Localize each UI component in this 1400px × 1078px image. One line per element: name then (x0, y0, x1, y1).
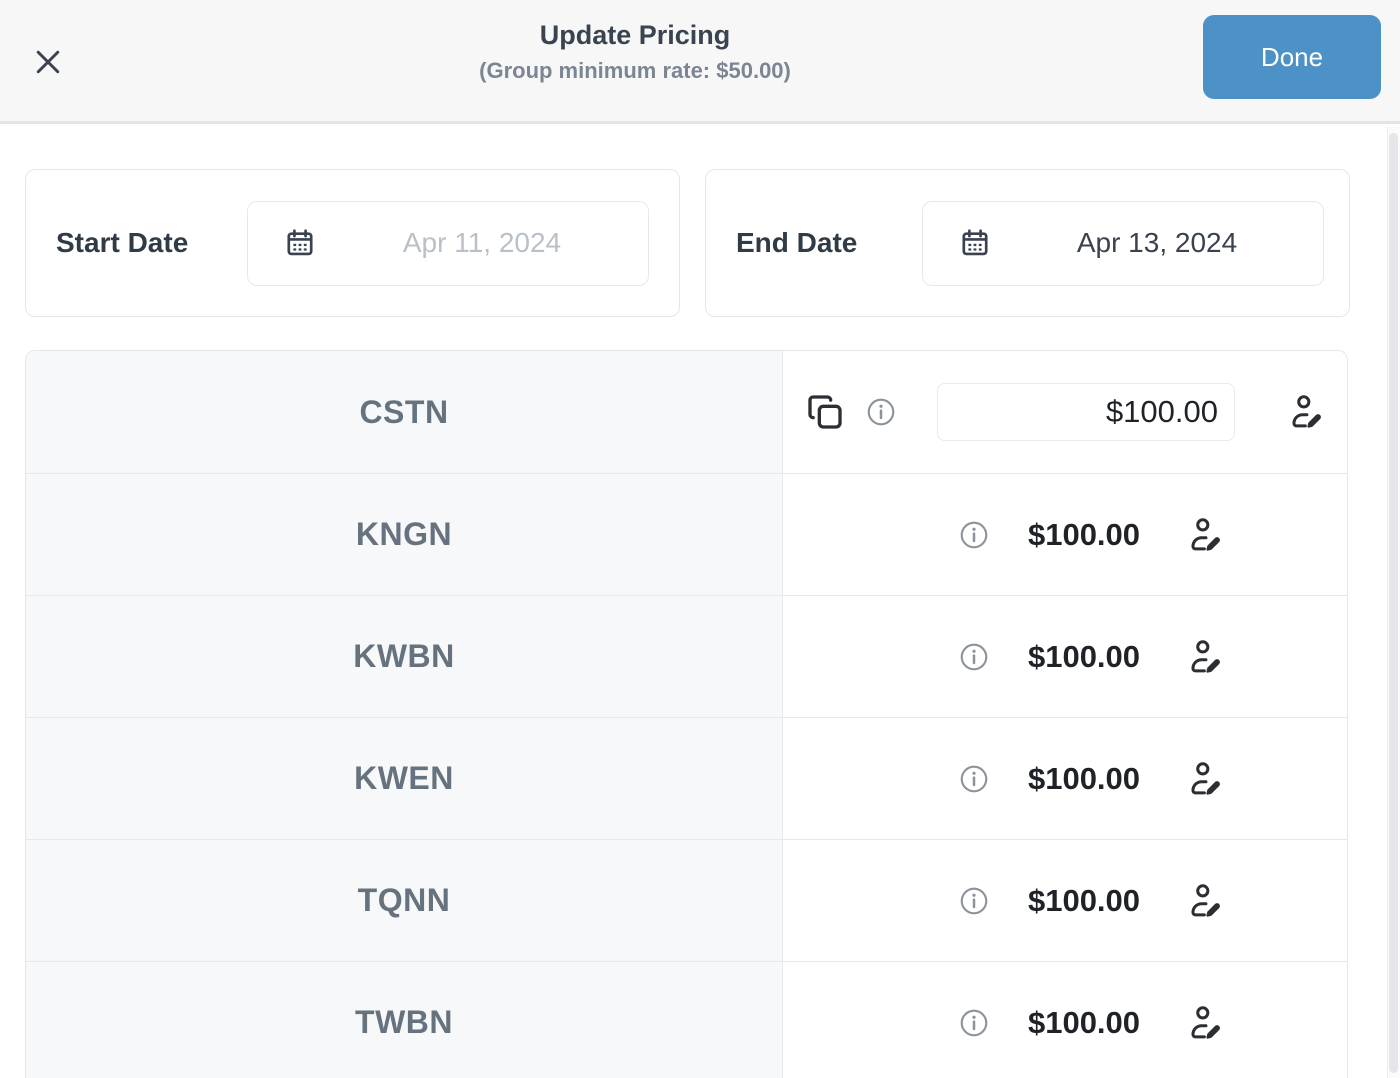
price-value: $100.00 (1027, 760, 1141, 796)
page-title: Update Pricing (539, 20, 731, 50)
pricing-table-body: CSTN (26, 351, 1347, 1078)
user-edit-icon[interactable] (1186, 638, 1224, 676)
price-value: $100.00 (1027, 882, 1141, 918)
price-input[interactable] (937, 383, 1235, 441)
room-code-cell: TWBN (26, 962, 783, 1078)
info-icon[interactable] (958, 763, 990, 795)
room-code-cell: TQNN (26, 840, 783, 961)
price-cell: $100.00 (809, 718, 1347, 839)
info-icon[interactable] (958, 885, 990, 917)
price-value: $100.00 (1027, 1004, 1141, 1040)
price-cell: $100.00 (809, 474, 1347, 595)
group-minimum-rate-note: (Group minimum rate: $50.00) (479, 58, 791, 83)
dialog-title-block: Update Pricing (Group minimum rate: $50.… (0, 17, 1270, 86)
end-date-field: End Date (705, 169, 1350, 317)
user-edit-icon[interactable] (1186, 882, 1224, 920)
info-icon[interactable] (958, 519, 990, 551)
user-edit-icon[interactable] (1186, 760, 1224, 798)
room-code-cell: KWEN (26, 718, 783, 839)
dialog-header: Update Pricing (Group minimum rate: $50.… (0, 0, 1400, 124)
end-date-value[interactable] (991, 201, 1323, 285)
price-cell: $100.00 (809, 840, 1347, 961)
price-cell (783, 351, 1347, 473)
close-button[interactable] (26, 40, 70, 84)
table-row: CSTN (26, 351, 1347, 473)
calendar-icon (962, 229, 988, 256)
end-date-input[interactable] (922, 200, 1324, 286)
table-row: KWBN $100.00 (26, 595, 1347, 717)
table-row: KWEN $100.00 (26, 717, 1347, 839)
vertical-scrollbar[interactable] (1387, 127, 1400, 1078)
table-row: KNGN $100.00 (26, 473, 1347, 595)
info-icon[interactable] (958, 1007, 990, 1039)
room-code-cell: KNGN (26, 474, 783, 595)
table-row: TWBN $100.00 (26, 961, 1347, 1078)
copy-icon[interactable] (805, 392, 845, 432)
start-date-label: Start Date (56, 227, 189, 258)
room-code-label: TWBN (355, 1004, 453, 1040)
pricing-table: CSTN (25, 350, 1348, 1078)
info-icon[interactable] (958, 641, 990, 673)
user-edit-icon[interactable] (1287, 393, 1325, 431)
close-icon (36, 50, 60, 74)
price-value: $100.00 (1027, 516, 1141, 552)
done-button[interactable]: Done (1203, 15, 1381, 99)
start-date-field: Start Date (25, 169, 680, 317)
user-edit-icon[interactable] (1186, 516, 1224, 554)
info-icon[interactable] (865, 396, 897, 428)
room-code-label: KWBN (353, 638, 455, 674)
room-code-label: KWEN (354, 760, 454, 796)
start-date-input[interactable] (247, 200, 649, 286)
room-code-cell: CSTN (26, 351, 783, 473)
price-cell: $100.00 (809, 596, 1347, 717)
start-date-value[interactable] (316, 201, 648, 285)
scrollbar-thumb[interactable] (1389, 133, 1398, 1073)
price-value: $100.00 (1027, 638, 1141, 674)
room-code-label: CSTN (359, 393, 449, 430)
room-code-label: TQNN (357, 882, 451, 918)
user-edit-icon[interactable] (1186, 1004, 1224, 1042)
room-code-label: KNGN (355, 516, 453, 552)
price-cell: $100.00 (809, 962, 1347, 1078)
table-row: TQNN $100.00 (26, 839, 1347, 961)
calendar-icon (287, 229, 313, 256)
room-code-cell: KWBN (26, 596, 783, 717)
end-date-label: End Date (736, 227, 858, 258)
